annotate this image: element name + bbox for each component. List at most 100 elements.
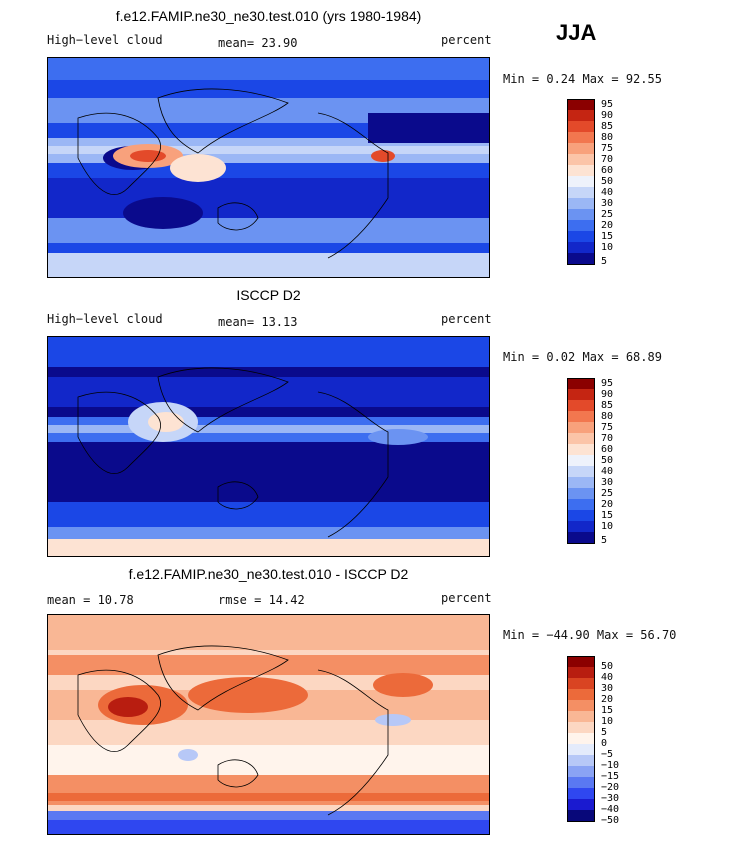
panel3-colorbar-swatch	[567, 700, 595, 712]
panel3-colorbar-swatch	[567, 667, 595, 679]
panel3-colorbar-swatch	[567, 711, 595, 723]
panel2-colorbar-swatch	[567, 389, 595, 401]
panel3-coastline-australia	[217, 759, 259, 788]
panel3-colorbar-swatch	[567, 777, 595, 789]
panel2-variable-label: High−level cloud	[47, 312, 163, 326]
panel1-colorbar-tick: 10	[601, 242, 614, 253]
panel1-colorbar-tick: 25	[601, 209, 614, 220]
panel2-band-southern-ocean	[48, 527, 489, 539]
panel3-colorbar-top-border	[567, 656, 595, 657]
panel3-colorbar-swatch	[567, 799, 595, 811]
panel3-colorbar-tick: 40	[601, 672, 614, 683]
panel1-map-svg	[48, 58, 489, 277]
panel1-colorbar-swatch	[567, 165, 595, 177]
panel2-colorbar-swatch	[567, 378, 595, 390]
panel3-colorbar-tick: −30	[601, 793, 620, 804]
panel2-units-label: percent	[441, 312, 492, 326]
panel2-colorbar-swatch	[567, 433, 595, 445]
panel1-colorbar-swatch	[567, 187, 595, 199]
panel3-colorbar-tick: −20	[601, 782, 620, 793]
panel1-region-maritime-continent	[170, 154, 226, 182]
panel1-colorbar-tick: 95	[601, 99, 614, 110]
panel3-colorbar-tick: −5	[601, 749, 614, 760]
panel3-map	[47, 614, 490, 835]
panel2-region-warm-pool-core	[148, 412, 184, 432]
panel3-colorbar-swatch	[567, 755, 595, 767]
panel3-colorbar-swatch	[567, 733, 595, 745]
panel2-colorbar-swatch	[567, 477, 595, 489]
panel2-colorbar-tick: 90	[601, 389, 614, 400]
panel1-band-southern-storm-track	[48, 218, 489, 243]
panel2-colorbar-tick: 15	[601, 510, 614, 521]
panel1-colorbar-tick: 5	[601, 256, 608, 267]
panel3-title: f.e12.FAMIP.ne30_ne30.test.010 - ISCCP D…	[128, 566, 409, 582]
panel2-colorbar-swatch	[567, 466, 595, 478]
panel3-colorbar-swatch	[567, 678, 595, 690]
panel1-variable-label: High−level cloud	[47, 33, 163, 47]
panel2-colorbar-tick: 85	[601, 400, 614, 411]
panel1-band-itcz-core	[48, 146, 489, 154]
panel2-colorbar-tick: 80	[601, 411, 614, 422]
panel2-map-svg	[48, 337, 489, 556]
panel2-colorbar-swatch	[567, 532, 595, 544]
panel2-colorbar-top-border	[567, 378, 595, 379]
panel3-units-label: percent	[441, 591, 492, 605]
panel1-colorbar-swatch	[567, 209, 595, 221]
panel1-colorbar-swatch	[567, 121, 595, 133]
panel1-colorbar-swatch	[567, 198, 595, 210]
panel2-colorbar-swatch	[567, 411, 595, 423]
panel1-colorbar-swatch	[567, 110, 595, 122]
panel3-region-peak	[108, 697, 148, 717]
panel2-coastline-americas	[317, 391, 389, 538]
panel3-band-storm-track-core	[48, 793, 489, 801]
panel1-colorbar-top-border	[567, 99, 595, 100]
panel3-colorbar-tick: −50	[601, 815, 620, 826]
panel3-colorbar-tick: −10	[601, 760, 620, 771]
panel2-colorbar-swatch	[567, 510, 595, 522]
panel3-colorbar-tick: 20	[601, 694, 614, 705]
panel3-band-subtropics-south	[48, 745, 489, 775]
panel1-colorbar-swatch	[567, 99, 595, 111]
panel3-map-svg	[48, 615, 489, 834]
panel3-colorbar-swatch	[567, 689, 595, 701]
panel2-band-antarctic	[48, 539, 489, 556]
panel1-colorbar-swatch	[567, 154, 595, 166]
panel2-minmax: Min = 0.02 Max = 68.89	[503, 350, 662, 364]
panel1-colorbar-swatch	[567, 143, 595, 155]
panel2-map	[47, 336, 490, 557]
panel3-region-indian-negative	[178, 749, 198, 761]
panel3-colorbar-swatch	[567, 656, 595, 668]
panel1-units-label: percent	[441, 33, 492, 47]
panel1-colorbar-tick: 15	[601, 231, 614, 242]
panel3-region-amazon-negative	[375, 714, 411, 726]
panel1-colorbar-swatch	[567, 132, 595, 144]
panel1-colorbar-tick: 70	[601, 154, 614, 165]
panel3-coastline-africa-europe	[77, 669, 161, 752]
panel1-colorbar-tick: 75	[601, 143, 614, 154]
panel2-colorbar-tick: 70	[601, 433, 614, 444]
panel3-colorbar-tick: 10	[601, 716, 614, 727]
panel1-minmax: Min = 0.24 Max = 92.55	[503, 72, 662, 86]
panel1-coastline-asia	[157, 88, 289, 154]
panel2-colorbar-tick: 50	[601, 455, 614, 466]
panel1-region-indian-ocean-low	[123, 197, 203, 229]
panel1-band-antarctic	[48, 253, 489, 277]
panel3-colorbar-tick: 5	[601, 727, 608, 738]
panel1-colorbar-swatch	[567, 176, 595, 188]
panel3-colorbar-tick: −40	[601, 804, 620, 815]
panel1-colorbar-swatch	[567, 220, 595, 232]
panel2-band-southern-storm-track	[48, 502, 489, 527]
panel3-colorbar-tick: 50	[601, 661, 614, 672]
panel1-band-arctic	[48, 58, 489, 80]
panel3-colorbar-tick: 15	[601, 705, 614, 716]
panel2-colorbar-swatch	[567, 444, 595, 456]
panel1-region-atlantic-low	[368, 113, 489, 143]
panel3-colorbar-swatch	[567, 722, 595, 734]
panel1-region-central-america-peak	[371, 150, 395, 162]
panel1-colorbar-tick: 85	[601, 121, 614, 132]
panel1-map-background	[48, 58, 489, 277]
panel2-coastline-australia	[217, 481, 259, 510]
season-label: JJA	[556, 20, 597, 45]
panel2-region-amazon	[368, 429, 428, 445]
panel3-band-midlat-north	[48, 655, 489, 675]
